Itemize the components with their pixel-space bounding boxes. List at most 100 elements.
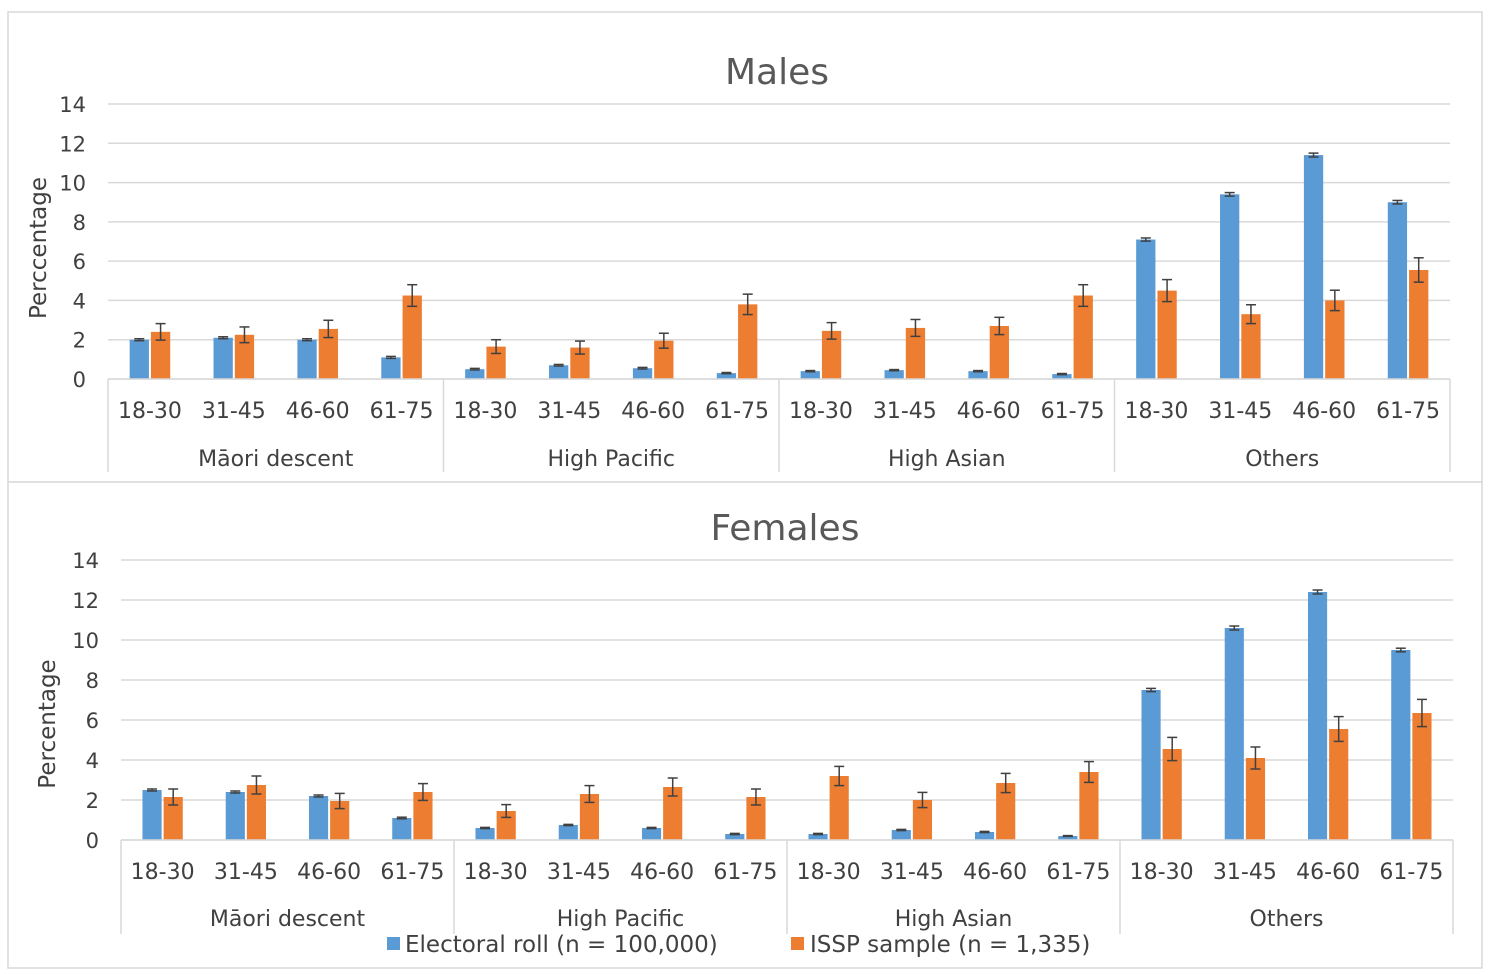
bar-issp — [413, 792, 433, 840]
bar-issp — [821, 330, 842, 379]
group-label: High Asian — [895, 907, 1013, 932]
bar-issp — [330, 801, 350, 840]
bar-issp — [570, 347, 590, 379]
bar-issp — [738, 304, 758, 379]
bar-issp — [246, 785, 267, 840]
bar-issp — [1245, 758, 1266, 840]
bar-electoral — [1052, 374, 1072, 379]
x-tick-label: 46-60 — [957, 399, 1021, 424]
x-tick-label: 18-30 — [797, 860, 861, 885]
chart-title: Females — [711, 508, 860, 549]
group-label: Others — [1250, 907, 1324, 932]
bar-issp — [1412, 713, 1432, 840]
y-tick-label: 0 — [73, 368, 86, 392]
x-tick-label: 31-45 — [202, 399, 266, 424]
bar-electoral — [808, 834, 828, 840]
x-tick-label: 46-60 — [297, 860, 361, 885]
bar-electoral — [475, 828, 495, 840]
x-tick-label: 46-60 — [1296, 860, 1360, 885]
bar-electoral — [549, 365, 569, 379]
group-label: High Pacific — [557, 907, 684, 932]
bar-issp — [163, 797, 183, 840]
bar-issp — [318, 328, 338, 379]
y-tick-label: 8 — [73, 211, 86, 235]
y-tick-label: 12 — [72, 589, 99, 613]
x-tick-label: 61-75 — [1376, 399, 1440, 424]
bar-issp — [654, 340, 674, 379]
bar-electoral — [1224, 628, 1244, 840]
bar-electoral — [1303, 155, 1324, 379]
bar-electoral — [716, 373, 737, 379]
bar-issp — [1241, 314, 1261, 379]
bar-issp — [486, 346, 506, 379]
x-tick-label: 18-30 — [789, 399, 853, 424]
legend-label-electoral: Electoral roll (n = 100,000) — [405, 932, 718, 958]
y-tick-label: 6 — [73, 250, 86, 274]
bar-electoral — [884, 370, 904, 379]
x-tick-label: 46-60 — [621, 399, 685, 424]
bar-electoral — [297, 339, 317, 379]
bar-electoral — [1058, 836, 1078, 840]
bar-electoral — [558, 825, 578, 840]
bar-electoral — [1391, 650, 1411, 840]
bar-issp — [234, 334, 255, 379]
bar-electoral — [129, 339, 149, 379]
x-tick-label: 18-30 — [453, 399, 517, 424]
group-label: High Asian — [888, 447, 1006, 472]
x-tick-label: 18-30 — [464, 860, 528, 885]
x-tick-label: 31-45 — [547, 860, 611, 885]
bar-issp — [1079, 772, 1099, 840]
x-tick-label: 31-45 — [1208, 399, 1272, 424]
y-tick-label: 2 — [73, 329, 86, 353]
bar-electoral — [225, 792, 245, 840]
bar-electoral — [1220, 194, 1240, 379]
x-tick-label: 46-60 — [630, 860, 694, 885]
bar-electoral — [308, 796, 329, 840]
bar-electoral — [142, 790, 162, 840]
bar-issp — [989, 325, 1009, 379]
bar-electoral — [632, 368, 653, 379]
bar-electoral — [213, 337, 233, 379]
bar-issp — [496, 811, 516, 840]
bar-electoral — [891, 830, 911, 840]
bar-electoral — [1136, 239, 1156, 379]
x-tick-label: 31-45 — [880, 860, 944, 885]
x-tick-label: 61-75 — [380, 860, 444, 885]
bar-issp — [829, 776, 849, 840]
x-tick-label: 31-45 — [1213, 860, 1277, 885]
y-axis-label: Percentage — [35, 659, 61, 788]
chart-title: Males — [725, 52, 829, 93]
legend-swatch-issp — [791, 937, 804, 950]
x-tick-label: 61-75 — [1379, 860, 1443, 885]
bar-issp — [746, 797, 766, 840]
bar-electoral — [381, 357, 401, 379]
legend-label-issp: ISSP sample (n = 1,335) — [810, 932, 1090, 958]
bar-issp — [1409, 269, 1429, 379]
x-tick-label: 46-60 — [1292, 399, 1356, 424]
bar-issp — [1073, 295, 1093, 379]
bar-electoral — [968, 371, 988, 379]
bar-issp — [905, 327, 926, 379]
bar-issp — [1157, 290, 1177, 379]
x-tick-label: 31-45 — [214, 860, 278, 885]
x-tick-label: 18-30 — [131, 860, 195, 885]
x-tick-label: 61-75 — [1041, 399, 1105, 424]
bar-issp — [1162, 749, 1182, 840]
bar-electoral — [641, 828, 662, 840]
x-tick-label: 61-75 — [370, 399, 434, 424]
y-tick-label: 14 — [59, 93, 86, 117]
bar-issp — [663, 787, 683, 840]
bar-issp — [150, 331, 171, 379]
x-tick-label: 61-75 — [705, 399, 769, 424]
bar-electoral — [1141, 690, 1161, 840]
bar-electoral — [800, 371, 820, 379]
bar-electoral — [392, 818, 412, 840]
x-tick-label: 18-30 — [1124, 399, 1188, 424]
y-tick-label: 8 — [86, 669, 99, 693]
x-tick-label: 18-30 — [1130, 860, 1194, 885]
y-tick-label: 6 — [86, 709, 99, 733]
bar-electoral — [1387, 202, 1408, 379]
bar-issp — [1325, 300, 1345, 379]
bar-issp — [1329, 729, 1349, 840]
